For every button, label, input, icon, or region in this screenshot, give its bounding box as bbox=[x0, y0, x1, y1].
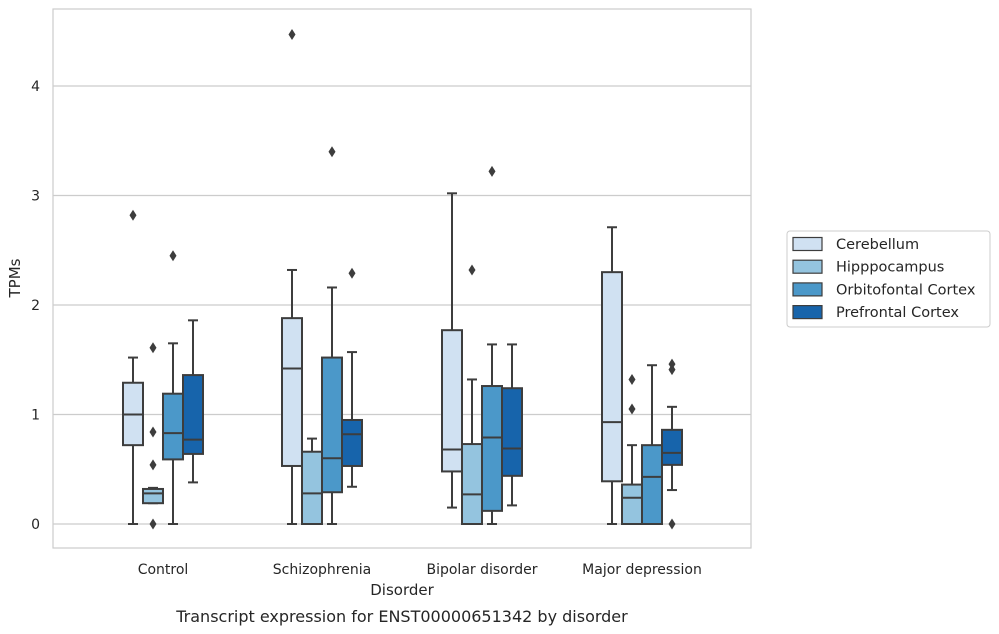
outlier-point bbox=[628, 403, 636, 415]
box-3-3 bbox=[661, 358, 683, 530]
box-body bbox=[441, 329, 463, 473]
y-tick-labels: 0 1 2 3 4 bbox=[31, 79, 40, 533]
plot-frame bbox=[52, 8, 752, 549]
box-body bbox=[481, 385, 503, 512]
legend: Cerebellum Hipppocampus Orbitofontal Corte… bbox=[786, 230, 991, 328]
x-tick-label: Bipolar disorder bbox=[426, 562, 537, 578]
outlier-point bbox=[149, 459, 157, 471]
outlier-point bbox=[149, 426, 157, 438]
box-2-1 bbox=[321, 146, 343, 525]
y-tick-label: 4 bbox=[31, 79, 40, 95]
box-2-3 bbox=[641, 364, 663, 525]
legend-item: Cerebellum bbox=[792, 236, 919, 253]
y-tick-label: 1 bbox=[31, 408, 40, 424]
y-tick-label: 2 bbox=[31, 298, 40, 314]
box-body bbox=[621, 483, 643, 525]
legend-label: Orbitofontal Cortex bbox=[836, 282, 976, 298]
outlier-point bbox=[288, 29, 296, 41]
box-1-1 bbox=[301, 437, 323, 526]
outlier-point bbox=[628, 373, 636, 385]
legend-label: Cerebellum bbox=[836, 237, 919, 253]
y-axis-title: TPMs bbox=[6, 258, 24, 298]
outlier-point bbox=[149, 342, 157, 354]
x-axis-title: Disorder bbox=[370, 581, 434, 599]
y-tick-label: 0 bbox=[31, 517, 40, 533]
outlier-point bbox=[149, 518, 157, 530]
box-1-0 bbox=[142, 342, 164, 530]
box-0-2 bbox=[441, 192, 463, 509]
box-3-0 bbox=[182, 319, 204, 484]
boxes bbox=[122, 29, 683, 530]
box-1-3 bbox=[621, 373, 643, 525]
outlier-point bbox=[668, 518, 676, 530]
outlier-point bbox=[169, 250, 177, 262]
outlier-point bbox=[348, 267, 356, 279]
box-body bbox=[182, 374, 204, 455]
chart-caption: Transcript expression for ENST0000065134… bbox=[175, 607, 628, 626]
box-0-1 bbox=[281, 29, 303, 525]
box-3-2 bbox=[501, 343, 523, 507]
box-3-1 bbox=[341, 267, 363, 488]
legend-item: Prefrontal Cortex bbox=[792, 305, 959, 321]
box-body bbox=[341, 418, 363, 467]
x-tick-label: Schizophrenia bbox=[273, 562, 371, 578]
y-tick-label: 3 bbox=[31, 189, 40, 205]
box-body bbox=[162, 392, 184, 461]
legend-label: Hipppocampus bbox=[836, 260, 944, 276]
box-body bbox=[461, 443, 483, 525]
legend-item: Orbitofontal Cortex bbox=[792, 282, 976, 298]
outlier-point bbox=[129, 209, 137, 221]
box-0-3 bbox=[601, 226, 623, 525]
box-2-2 bbox=[481, 165, 503, 525]
box-body bbox=[641, 444, 663, 525]
box-body bbox=[661, 428, 683, 466]
outlier-point bbox=[328, 146, 336, 158]
outlier-point bbox=[468, 264, 476, 276]
legend-frame bbox=[786, 230, 991, 328]
box-body bbox=[321, 356, 343, 494]
legend-swatch bbox=[792, 259, 823, 274]
legend-swatch bbox=[792, 236, 823, 252]
box-2-0 bbox=[162, 250, 184, 525]
box-body bbox=[301, 450, 323, 526]
legend-label: Prefrontal Cortex bbox=[836, 305, 959, 321]
box-0-0 bbox=[122, 209, 144, 525]
outlier-point bbox=[488, 165, 496, 177]
box-body bbox=[501, 387, 523, 477]
box-body bbox=[601, 271, 623, 483]
legend-swatch bbox=[792, 305, 823, 320]
legend-swatch bbox=[792, 282, 823, 297]
legend-item: Hipppocampus bbox=[792, 259, 944, 276]
outlier-point bbox=[668, 364, 676, 376]
x-tick-labels: Control Schizophrenia Bipolar disorder Majo… bbox=[138, 562, 702, 578]
x-tick-label: Control bbox=[138, 562, 189, 578]
box-1-2 bbox=[461, 264, 483, 525]
box-body bbox=[281, 317, 303, 467]
box-body bbox=[142, 487, 164, 505]
x-tick-label: Major depression bbox=[582, 562, 702, 578]
